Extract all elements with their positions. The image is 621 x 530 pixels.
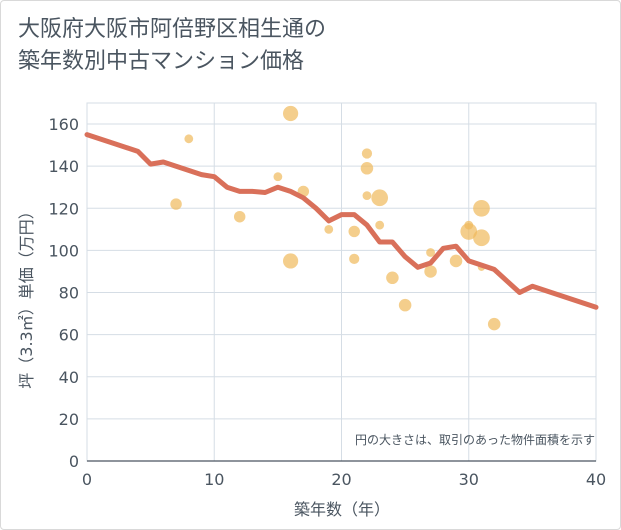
bubble-point [283, 253, 299, 269]
y-tick-label: 140 [48, 157, 79, 176]
y-tick-label: 160 [48, 115, 79, 134]
bubble-point [283, 105, 299, 122]
bubble-point [487, 317, 501, 331]
bubble-point [361, 148, 373, 159]
x-tick-label: 40 [586, 470, 606, 489]
chart-title: 大阪府大阪市阿倍野区相生通の 築年数別中古マンション価格 [18, 14, 578, 78]
y-tick-label: 0 [69, 452, 79, 471]
bubble-point [426, 248, 435, 257]
bubble-point [473, 229, 490, 247]
bubble-point [371, 189, 389, 207]
bubble-point [184, 134, 194, 144]
bubble-point [233, 210, 246, 223]
axis-ticks: 0 20 40 60 80 100 120 140 160 0 10 20 30 40 [48, 115, 606, 489]
bubble-point [360, 162, 374, 175]
title-line-1: 大阪府大阪市阿倍野区相生通の [18, 17, 327, 42]
bubble-point [398, 298, 412, 312]
bubble-point [460, 223, 478, 240]
y-tick-label: 60 [59, 326, 79, 345]
y-tick-label: 40 [59, 368, 79, 387]
x-tick-label: 20 [331, 470, 351, 489]
y-tick-label: 20 [59, 410, 79, 429]
bubble-point [348, 225, 360, 238]
x-tick-label: 0 [82, 470, 92, 489]
trend-line [84, 132, 599, 310]
bubble-point [473, 199, 490, 217]
bubble-point [273, 172, 283, 182]
bubble-point [362, 191, 372, 201]
bubble-point [375, 220, 385, 230]
x-tick-label: 10 [204, 470, 224, 489]
grid-lines [86, 102, 597, 462]
bubble-point [324, 224, 334, 234]
y-tick-label: 80 [59, 284, 79, 303]
bubble-point [424, 265, 437, 278]
size-annotation: 円の大きさは、取引のあった物件面積を示す [355, 432, 595, 447]
x-axis-label: 築年数（年） [294, 500, 390, 519]
x-tick-label: 30 [459, 470, 479, 489]
bubble-point [170, 198, 182, 210]
bubble-point [386, 271, 399, 285]
y-tick-label: 120 [48, 199, 79, 218]
bubble-point [449, 254, 463, 268]
bubble-point [349, 253, 360, 264]
y-axis-label: 坪（3.3㎡）単価（万円） [17, 203, 36, 388]
y-tick-label: 100 [48, 241, 79, 260]
title-line-2: 築年数別中古マンション価格 [18, 49, 305, 74]
